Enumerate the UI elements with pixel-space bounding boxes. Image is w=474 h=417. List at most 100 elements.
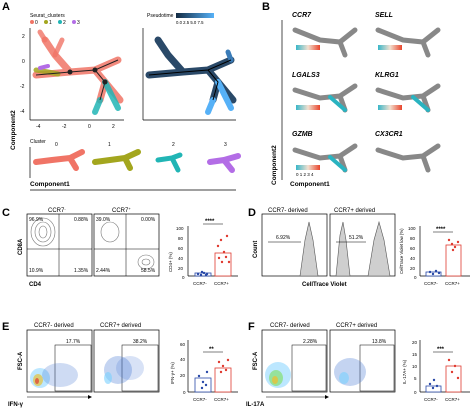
e-bar-chart: 60 40 20 0 ** IFN-γ+ (%) CCR7- CCR7+ bbox=[170, 340, 238, 402]
e-cat-0: CCR7- bbox=[193, 397, 207, 402]
f-facs-neg: 2.28% bbox=[261, 329, 328, 393]
d-ytick-0: 100 bbox=[408, 226, 416, 231]
c-pos-q1: 39.0% bbox=[96, 217, 111, 223]
panel-letter-b: B bbox=[262, 1, 270, 13]
panel-b-x-axis-label: Component1 bbox=[290, 181, 330, 188]
f-gate-neg: 2.28% bbox=[303, 339, 318, 345]
c-neg-q3: 10.9% bbox=[29, 268, 44, 274]
d-bar-chart: 100 80 60 40 20 0 **** CellTrace Violet … bbox=[399, 226, 470, 286]
d-gate-neg: 6.92% bbox=[276, 235, 291, 241]
pseudotime-title: Pseudotime bbox=[147, 13, 174, 19]
traj-y-tick-0: 2 bbox=[22, 34, 25, 40]
traj-x-tick-1: -2 bbox=[62, 124, 67, 130]
panel-letter-c: C bbox=[2, 207, 10, 219]
panel-b-y-axis-label: Component2 bbox=[271, 145, 278, 185]
cluster-3-label: 3 bbox=[77, 20, 80, 26]
facet-2-label: 2 bbox=[172, 142, 175, 148]
f-bar-chart: 20 15 10 5 0 *** IL-17A+ (%) CCR7- CCR7+ bbox=[402, 340, 470, 402]
pseudotime-ticks: 0.0 2.5 5.0 7.5 bbox=[176, 20, 204, 25]
facet-plots: 0 1 2 3 bbox=[29, 142, 241, 178]
d-bar-ylabel: CellTrace Violet low (%) bbox=[399, 228, 404, 274]
c-ytick-2: 60 bbox=[178, 246, 184, 251]
d-ytick-2: 60 bbox=[410, 246, 416, 251]
gene-label-cx3cr1: CX3CR1 bbox=[375, 131, 403, 138]
gene-label-gzmb: GZMB bbox=[292, 131, 313, 138]
e-x-label: IFN-γ bbox=[8, 402, 24, 408]
e-ytick-2: 20 bbox=[180, 373, 186, 378]
f-y-label: FSC-A bbox=[253, 351, 259, 370]
d-sig: **** bbox=[436, 227, 446, 233]
c-y-label: CD8A bbox=[18, 238, 24, 255]
traj-y-tick-2: -2 bbox=[20, 84, 25, 90]
d-cat-1: CCR7+ bbox=[445, 281, 460, 286]
c-pos-q4: 58.5% bbox=[141, 268, 156, 274]
d-header-pos: CCR7+ derived bbox=[334, 208, 375, 214]
traj-y-tick-3: -4 bbox=[20, 109, 25, 115]
gene-label-lgals3: LGALS3 bbox=[292, 72, 320, 79]
e-ytick-1: 40 bbox=[180, 357, 186, 362]
c-bar-ylabel: CD4+ (%) bbox=[168, 252, 173, 272]
gene-scale-ticks: 0 1 2 3 4 bbox=[296, 172, 314, 177]
d-histogram-neg: 6.92% bbox=[261, 213, 328, 277]
cluster-3-swatch bbox=[72, 20, 76, 24]
panel-letter-e: E bbox=[2, 321, 9, 333]
f-header-pos: CCR7+ derived bbox=[336, 323, 377, 329]
facet-header: Cluster bbox=[30, 139, 46, 145]
facet-3-label: 3 bbox=[224, 142, 227, 148]
c-x-label: CD4 bbox=[29, 282, 42, 288]
f-bar-ylabel: IL-17A+ (%) bbox=[402, 359, 407, 384]
cluster-legend-title: Seurat_clusters bbox=[30, 13, 65, 19]
c-facs-pos: 39.0% 0.00% 2.44% 58.5% bbox=[93, 213, 160, 277]
c-cat-1: CCR7+ bbox=[214, 281, 229, 286]
panel-letter-f: F bbox=[248, 321, 255, 333]
facet-0-label: 0 bbox=[55, 142, 58, 148]
c-ytick-4: 20 bbox=[178, 266, 184, 271]
c-header-neg: CCR7- bbox=[48, 206, 66, 214]
c-header-pos: CCR7+ bbox=[112, 206, 131, 214]
e-y-label: FSC-A bbox=[18, 351, 24, 370]
traj-x-tick-3: 2 bbox=[112, 124, 115, 130]
e-cat-1: CCR7+ bbox=[214, 397, 229, 402]
traj-y-tick-1: 0 bbox=[22, 59, 25, 65]
panel-a-x-axis-label: Component1 bbox=[30, 181, 70, 188]
gene-label-sell: SELL bbox=[375, 12, 393, 19]
e-bar-ylabel: IFN-γ+ (%) bbox=[170, 362, 175, 384]
cluster-2-swatch bbox=[58, 20, 62, 24]
c-neg-q2: 0.88% bbox=[74, 217, 89, 223]
d-ytick-4: 20 bbox=[410, 266, 416, 271]
f-x-label: IL-17A bbox=[246, 402, 265, 408]
c-neg-q1: 96.9% bbox=[29, 217, 44, 223]
f-cat-1: CCR7+ bbox=[445, 397, 460, 402]
d-header-neg: CCR7- derived bbox=[268, 208, 308, 214]
e-gate-neg: 17.7% bbox=[66, 339, 81, 345]
c-ytick-3: 40 bbox=[178, 256, 184, 261]
f-ytick-4: 0 bbox=[414, 390, 417, 395]
c-neg-q4: 1.35% bbox=[74, 268, 89, 274]
c-ytick-5: 0 bbox=[182, 275, 185, 280]
e-facs-neg: 17.7% bbox=[26, 329, 93, 393]
gene-label-klrg1: KLRG1 bbox=[375, 72, 399, 79]
cluster-0-swatch bbox=[30, 20, 34, 24]
d-cat-0: CCR7- bbox=[424, 281, 438, 286]
gene-expression-grid: CCR7 SELL LGALS3 KLRG1 GZMB CX3CR1 0 1 2… bbox=[292, 12, 441, 177]
e-facs-pos: 38.2% bbox=[93, 329, 160, 393]
c-cat-0: CCR7- bbox=[193, 281, 207, 286]
traj-x-tick-0: -4 bbox=[36, 124, 41, 130]
d-ytick-3: 40 bbox=[410, 256, 416, 261]
d-gate-pos: 51.2% bbox=[349, 235, 364, 241]
gene-label-ccr7: CCR7 bbox=[292, 12, 312, 19]
panel-a-y-axis-label: Component2 bbox=[10, 110, 17, 150]
e-sig: ** bbox=[209, 347, 214, 353]
f-ytick-3: 5 bbox=[414, 376, 417, 381]
f-header-neg: CCR7- derived bbox=[270, 323, 310, 329]
cluster-2-label: 2 bbox=[63, 20, 66, 26]
c-ytick-1: 80 bbox=[178, 236, 184, 241]
d-ytick-1: 80 bbox=[410, 236, 416, 241]
cluster-legend: 0 1 2 3 bbox=[30, 20, 80, 26]
panel-letter-a: A bbox=[2, 1, 10, 13]
d-y-label: Count bbox=[253, 241, 259, 258]
d-histogram-pos: 51.2% bbox=[329, 213, 396, 277]
c-sig: **** bbox=[205, 219, 215, 225]
trajectory-plot-pseudotime bbox=[142, 28, 237, 121]
